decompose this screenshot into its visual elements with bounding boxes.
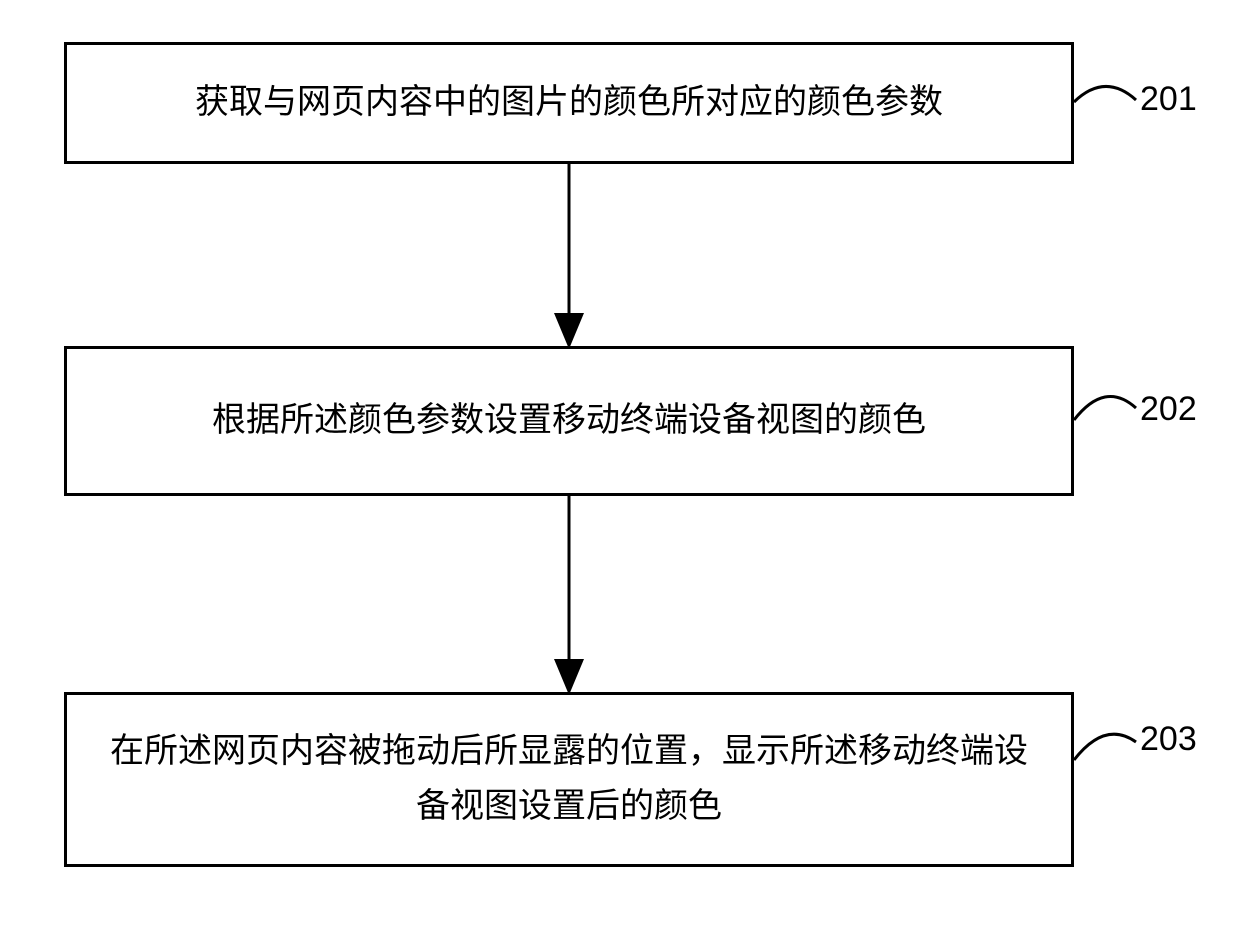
flow-node-203-text: 在所述网页内容被拖动后所显露的位置，显示所述移动终端设备视图设置后的颜色 bbox=[109, 725, 1029, 834]
flow-label-201: 201 bbox=[1140, 80, 1197, 119]
callout-203 bbox=[1074, 734, 1136, 760]
callout-201 bbox=[1074, 86, 1136, 102]
flow-label-203: 203 bbox=[1140, 720, 1197, 759]
flow-node-201-text: 获取与网页内容中的图片的颜色所对应的颜色参数 bbox=[195, 76, 943, 130]
flow-node-203: 在所述网页内容被拖动后所显露的位置，显示所述移动终端设备视图设置后的颜色 bbox=[64, 692, 1074, 867]
flow-node-202: 根据所述颜色参数设置移动终端设备视图的颜色 bbox=[64, 346, 1074, 496]
callout-202 bbox=[1074, 396, 1136, 420]
flow-label-202: 202 bbox=[1140, 390, 1197, 429]
flowchart-canvas: 获取与网页内容中的图片的颜色所对应的颜色参数 201 根据所述颜色参数设置移动终… bbox=[0, 0, 1240, 931]
flow-node-201: 获取与网页内容中的图片的颜色所对应的颜色参数 bbox=[64, 42, 1074, 164]
flow-node-202-text: 根据所述颜色参数设置移动终端设备视图的颜色 bbox=[212, 394, 926, 448]
